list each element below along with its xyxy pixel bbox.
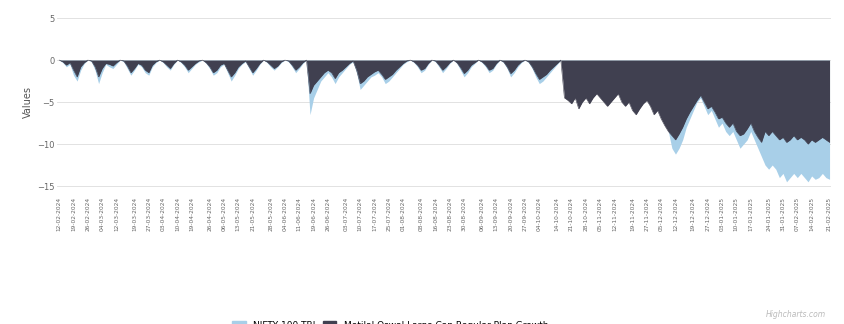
- Y-axis label: Values: Values: [23, 86, 33, 118]
- Legend: NIFTY 100 TRI, Motilal Oswal Large Cap Regular Plan Growth: NIFTY 100 TRI, Motilal Oswal Large Cap R…: [232, 321, 548, 324]
- Text: Highcharts.com: Highcharts.com: [766, 310, 825, 319]
